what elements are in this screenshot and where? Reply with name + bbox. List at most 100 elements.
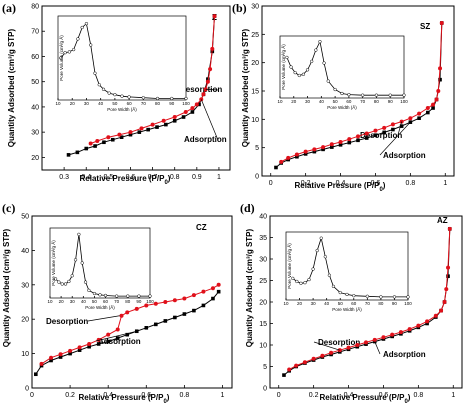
- pore-distribution-point: [311, 267, 315, 271]
- desorption-point: [381, 335, 386, 340]
- x-tick-label: 0.8: [170, 174, 180, 181]
- desorption-point: [312, 147, 317, 152]
- adsorption-point: [155, 125, 159, 129]
- desorption-point: [444, 287, 449, 292]
- panel-d: (d) AZ Desorption Adsorption Relative Pr…: [240, 201, 463, 403]
- inset-ylabel: Pore Volume (cm³/g Å): [280, 44, 286, 90]
- pore-distribution-point: [289, 65, 293, 69]
- panel-c-desorption-label: Desorption: [46, 317, 88, 326]
- inset-x-tick-label: 40: [324, 301, 330, 306]
- pore-distribution-point: [326, 79, 330, 83]
- y-tick-label: 40: [31, 104, 39, 111]
- desorption-point: [286, 155, 291, 160]
- desorption-point: [390, 332, 395, 337]
- desorption-point: [201, 289, 206, 294]
- plot-frame: [31, 215, 233, 389]
- panel-b: (b) SZ Desorption Adsorption Relative Pr…: [232, 1, 455, 193]
- adsorption-point: [373, 133, 378, 137]
- panel-a-plot: 0.3 0.4 0.5 0.6 0.7 0.8 0.9 1 20 30 40 50 60 70 80: [31, 4, 231, 181]
- inset-x-tick-label: 100: [146, 299, 154, 304]
- y-tick-label: 20: [259, 300, 267, 307]
- pore-distribution-point: [345, 292, 349, 297]
- inset-ylabel: Pore Volume (cm³/g Å): [286, 243, 292, 289]
- inset-x-tick-label: 90: [169, 101, 175, 106]
- desorption-point: [194, 102, 199, 107]
- adsorption-point: [49, 358, 53, 363]
- pore-distribution-point: [323, 255, 327, 259]
- desorption-point: [321, 145, 326, 150]
- desorption-point: [88, 141, 93, 146]
- adsorption-point: [201, 303, 206, 308]
- panel-a-inset: 10 20 30 40 50 60 70 80 90 100 Pore Width (Å) Pore …: [55, 15, 190, 112]
- desorption-point: [144, 303, 149, 308]
- desorption-point: [190, 106, 195, 111]
- adsorption-point: [274, 165, 278, 170]
- pore-distribution-point: [379, 295, 383, 299]
- adsorption-point: [68, 351, 72, 356]
- inset-ylabel: Pore Volume (cm³/g Å): [50, 240, 56, 286]
- pore-distribution-point: [297, 73, 301, 78]
- adsorption-point: [96, 342, 101, 346]
- pore-distribution-point: [319, 236, 323, 240]
- x-tick-label: 0.6: [371, 180, 381, 187]
- desorption-point: [356, 134, 360, 139]
- inset-x-tick-label: 100: [404, 301, 412, 306]
- adsorption-point: [34, 372, 38, 377]
- panel-d-title: AZ: [437, 216, 448, 225]
- x-tick-label: 0.4: [336, 180, 346, 187]
- adsorption-point: [164, 122, 168, 127]
- panel-b-title: SZ: [420, 22, 430, 31]
- adsorption-point: [106, 339, 110, 344]
- x-tick-label: 0: [30, 392, 34, 399]
- pore-distribution-point: [103, 293, 108, 298]
- desorption-point: [210, 46, 215, 51]
- x-tick-label: 0: [269, 180, 273, 187]
- y-tick-label: 25: [251, 32, 259, 39]
- pore-distribution-point: [80, 25, 84, 30]
- desorption-point: [58, 352, 63, 357]
- panel-b-xlabel: Relative Pressure (P/P0): [295, 181, 386, 193]
- desorption-point: [87, 341, 92, 346]
- desorption-point: [153, 301, 158, 306]
- desorption-point: [320, 353, 325, 358]
- desorption-point: [201, 92, 206, 97]
- adsorption-point: [391, 127, 395, 132]
- desorption-point: [416, 323, 421, 328]
- adsorption-point: [144, 326, 149, 330]
- desorption-point: [49, 355, 54, 360]
- adsorption-point: [425, 321, 429, 326]
- y-tick-label: 50: [31, 79, 39, 86]
- panel-a-adsorption-label: Adsorption: [184, 135, 227, 144]
- inset-x-tick-label: 20: [297, 301, 303, 306]
- x-tick-label: 1: [217, 174, 221, 181]
- desorption-point: [106, 332, 111, 337]
- y-tick-label: 40: [21, 248, 29, 255]
- desorption-point: [119, 313, 124, 318]
- desorption-point: [364, 340, 368, 345]
- panel-c-title: CZ: [196, 223, 207, 232]
- pore-distribution-point: [170, 96, 174, 101]
- desorption-point: [279, 159, 284, 164]
- adsorption-point: [216, 289, 221, 294]
- panel-a: (a) Z Desorption Adsorption Relative Pre…: [2, 1, 231, 186]
- desorption-point: [115, 327, 120, 332]
- adsorption-point: [382, 130, 386, 135]
- desorption-point: [442, 300, 447, 304]
- adsorption-point: [125, 332, 130, 337]
- panel-d-desorption-label: Desorption: [318, 338, 360, 347]
- pore-distribution-point: [392, 295, 397, 299]
- adsorption-point: [417, 116, 421, 120]
- panel-b-desorption-label: Desorption: [360, 131, 402, 140]
- y-tick-label: 5: [255, 145, 259, 152]
- pore-distribution-point: [83, 280, 88, 284]
- desorption-point: [431, 102, 436, 107]
- pore-distribution-point: [89, 43, 93, 47]
- inset-x-tick-label: 80: [374, 99, 380, 104]
- panel-d-inset: 10 20 30 40 50 60 70 80 90 100 Pore Width (Å) Pore …: [283, 231, 412, 312]
- pore-distribution-point: [331, 284, 336, 289]
- adsorption-point: [84, 146, 89, 151]
- y-tick-label: 10: [21, 351, 29, 358]
- pore-distribution-point: [305, 68, 310, 72]
